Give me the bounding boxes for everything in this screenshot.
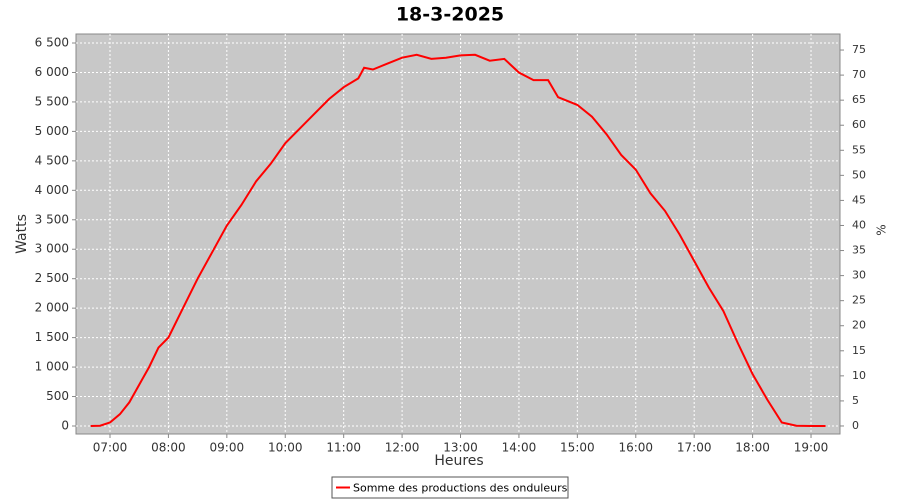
chart-title: 18-3-2025: [396, 4, 504, 26]
y2-tick-label: 0: [852, 419, 859, 432]
y2-tick-label: 60: [852, 118, 866, 131]
y2-tick-label: 25: [852, 294, 866, 307]
x-tick-label: 12:00: [385, 441, 420, 455]
x-tick-label: 11:00: [326, 441, 361, 455]
y-tick-label: 3 500: [35, 212, 69, 226]
x-tick-label: 16:00: [618, 441, 653, 455]
x-tick-label: 10:00: [268, 441, 303, 455]
y2-tick-label: 20: [852, 319, 866, 332]
x-tick-label: 17:00: [677, 441, 712, 455]
series-line: [90, 53, 826, 427]
x-tick-label: 19:00: [794, 441, 829, 455]
y-axis-label: Watts: [14, 214, 30, 254]
y2-tick-label: 45: [852, 193, 866, 206]
y-tick-label: 2 500: [35, 271, 69, 285]
y-tick-label: 0: [61, 418, 69, 432]
y-tick-label: 1 000: [35, 360, 69, 374]
y-tick-label: 5 500: [35, 94, 69, 108]
y-tick-label: 4 500: [35, 153, 69, 167]
plot-area: [75, 33, 841, 435]
y2-tick-label: 50: [852, 168, 866, 181]
y2-tick-label: 40: [852, 218, 866, 231]
y-tick-label: 500: [46, 389, 69, 403]
legend-label: Somme des productions des onduleurs: [353, 482, 568, 495]
y2-tick-label: 35: [852, 244, 866, 257]
x-tick-label: 15:00: [560, 441, 595, 455]
y2-tick-label: 10: [852, 369, 866, 382]
y-tick-label: 2 000: [35, 301, 69, 315]
y-tick-label: 6 500: [35, 36, 69, 50]
x-axis-label: Heures: [434, 453, 483, 469]
x-tick-label: 08:00: [151, 441, 186, 455]
x-tick-label: 14:00: [502, 441, 537, 455]
y2-tick-label: 15: [852, 344, 866, 357]
x-tick-label: 09:00: [210, 441, 245, 455]
y2-axis-label: %: [875, 224, 889, 235]
y2-tick-label: 5: [852, 394, 859, 407]
y2-tick-label: 30: [852, 269, 866, 282]
legend-box: [331, 476, 569, 499]
x-tick-label: 07:00: [93, 441, 128, 455]
y2-tick-label: 75: [852, 43, 866, 56]
y-tick-label: 5 000: [35, 124, 69, 138]
y-tick-label: 4 000: [35, 183, 69, 197]
y2-tick-label: 70: [852, 68, 866, 81]
y-tick-label: 1 500: [35, 330, 69, 344]
y-tick-label: 6 000: [35, 65, 69, 79]
y2-tick-label: 55: [852, 143, 866, 156]
y2-tick-label: 65: [852, 93, 866, 106]
y-tick-label: 3 000: [35, 242, 69, 256]
x-tick-label: 18:00: [735, 441, 770, 455]
x-tick-label: 13:00: [443, 441, 478, 455]
